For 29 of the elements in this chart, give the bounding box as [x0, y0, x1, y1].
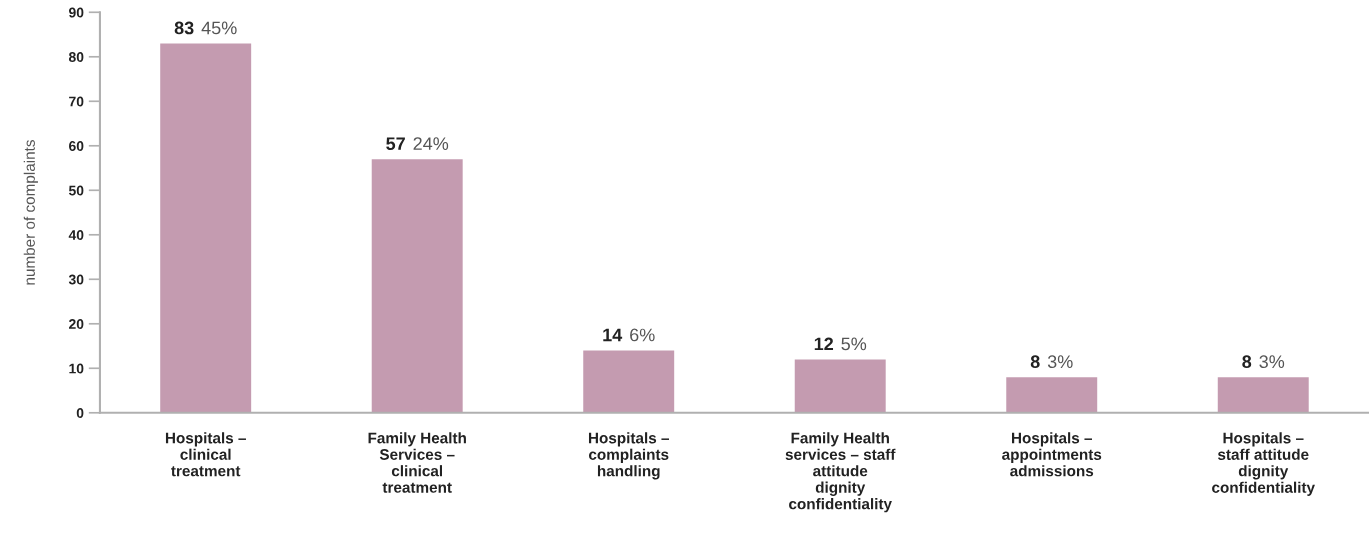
y-tick-label: 30 [68, 274, 84, 285]
data-label: 83 45% [174, 21, 237, 35]
y-tick-label: 20 [69, 319, 84, 329]
data-label: 14 6% [603, 328, 655, 342]
bar [160, 43, 252, 413]
y-tick-label: 40 [68, 230, 84, 240]
y-tick-label: 10 [69, 363, 84, 374]
x-tick-label: Hospitals – complaints handling [588, 432, 669, 480]
y-tick-label: 80 [68, 52, 84, 62]
y-axis-title: number of complaints [23, 140, 38, 285]
bar [583, 350, 675, 413]
y-tick-label: 0 [76, 408, 84, 418]
x-tick-label: Hospitals – appointments admissions [1002, 432, 1102, 477]
bar [1006, 377, 1098, 413]
x-tick-label: Family Health Services – clinical treatment [368, 432, 466, 493]
y-tick-label: 90 [69, 7, 84, 18]
x-tick-label: Hospitals – staff attitude dignity confidentiality [1212, 432, 1315, 496]
x-tick-label: Hospitals – clinical treatment [165, 432, 246, 477]
bar [1217, 377, 1309, 413]
data-label: 8 3% [1242, 355, 1285, 369]
y-tick-label: 60 [69, 141, 84, 151]
y-tick-label: 70 [69, 96, 84, 107]
data-label: 12 5% [814, 337, 867, 351]
bar [371, 159, 463, 413]
x-tick-label: Family Health services – staff attitude dignity confidentiality [785, 432, 896, 513]
data-label: 57 24% [386, 137, 449, 151]
bar [794, 359, 886, 413]
data-label: 8 3% [1030, 355, 1073, 369]
y-tick-label: 50 [68, 185, 84, 196]
